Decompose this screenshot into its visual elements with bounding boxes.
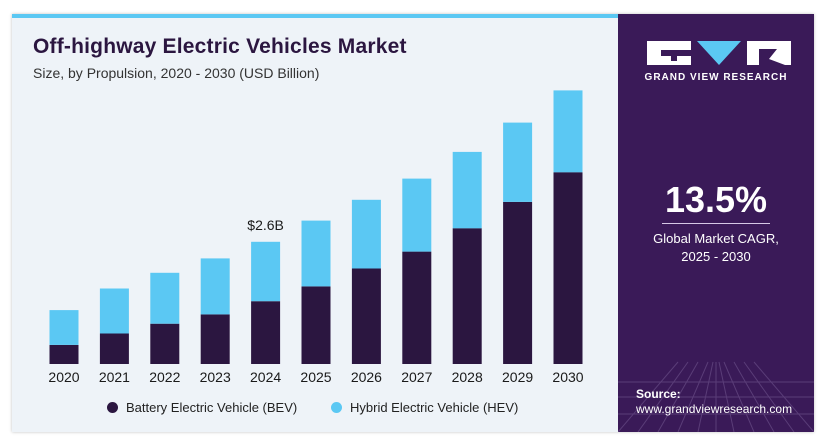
data-label-2024: $2.6B: [247, 217, 284, 233]
bar-hev-2022: [150, 272, 180, 324]
legend-label-hev: Hybrid Electric Vehicle (HEV): [350, 400, 519, 415]
bar-hev-2021: [99, 288, 129, 334]
bar-hev-2029: [503, 122, 533, 202]
brand-name: GRAND VIEW RESEARCH: [644, 72, 788, 83]
legend-label-bev: Battery Electric Vehicle (BEV): [126, 400, 298, 415]
bar-bev-2021: [99, 333, 129, 364]
x-tick-2028: 2028: [452, 369, 483, 385]
infographic-card: Off-highway Electric Vehicles Market Siz…: [12, 14, 814, 432]
bar-bev-2020: [49, 344, 79, 364]
x-tick-2025: 2025: [300, 369, 331, 385]
bar-bev-2022: [150, 323, 180, 364]
bar-hev-2020: [49, 310, 79, 345]
cagr-value: 13.5%: [664, 179, 768, 220]
x-tick-2021: 2021: [99, 369, 130, 385]
bar-chart: 2020 2021 2022 2023 2024 2025 2026 2027 2028 2029…: [48, 90, 584, 385]
bar-bev-2029: [503, 201, 533, 364]
source-url: www.grandviewresearch.com: [636, 402, 793, 416]
x-tick-2024: 2024: [250, 369, 281, 385]
x-tick-2023: 2023: [200, 369, 231, 385]
chart-panel: Off-highway Electric Vehicles Market Siz…: [12, 14, 618, 432]
bar-hev-2027: [402, 178, 432, 252]
chart-title: Off-highway Electric Vehicles Market: [33, 35, 407, 58]
bar-hev-2026: [351, 199, 381, 269]
legend-swatch-bev: [107, 402, 118, 413]
bar-bev-2030: [553, 172, 583, 364]
bar-hev-2023: [200, 258, 230, 315]
x-tick-2022: 2022: [149, 369, 180, 385]
x-tick-2030: 2030: [552, 369, 583, 385]
cagr-divider: [662, 223, 770, 224]
bar-hev-2028: [452, 151, 482, 229]
chart-subtitle: Size, by Propulsion, 2020 - 2030 (USD Bi…: [33, 65, 320, 81]
legend-item-bev: Battery Electric Vehicle (BEV): [107, 400, 297, 415]
accent-bar: [12, 14, 618, 18]
cagr-label: Global Market CAGR, 2025 - 2030: [618, 230, 814, 266]
bar-bev-2024: [251, 301, 281, 364]
x-tick-2020: 2020: [48, 369, 79, 385]
bar-bev-2026: [351, 268, 381, 364]
bar-bev-2023: [200, 314, 230, 364]
cagr-label-line2: 2025 - 2030: [681, 249, 751, 264]
bar-bev-2028: [452, 228, 482, 364]
source-note: Source: www.grandviewresearch.com: [636, 387, 792, 417]
x-tick-2027: 2027: [401, 369, 432, 385]
legend-item-hev: Hybrid Electric Vehicle (HEV): [331, 400, 518, 415]
decorative-lines: [618, 361, 814, 432]
x-tick-2026: 2026: [351, 369, 382, 385]
cagr-label-line1: Global Market CAGR,: [653, 231, 779, 246]
grand-view-research-logo: [647, 41, 791, 65]
x-tick-2029: 2029: [502, 369, 533, 385]
bar-bev-2025: [301, 286, 331, 364]
source-label: Source:: [636, 387, 681, 401]
bar-hev-2025: [301, 220, 331, 287]
bar-hev-2024: [251, 241, 281, 302]
legend-swatch-hev: [331, 402, 342, 413]
sidebar-panel: GRAND VIEW RESEARCH 13.5% Global Market …: [618, 14, 814, 432]
bar-bev-2027: [402, 251, 432, 364]
bar-hev-2030: [553, 90, 583, 173]
